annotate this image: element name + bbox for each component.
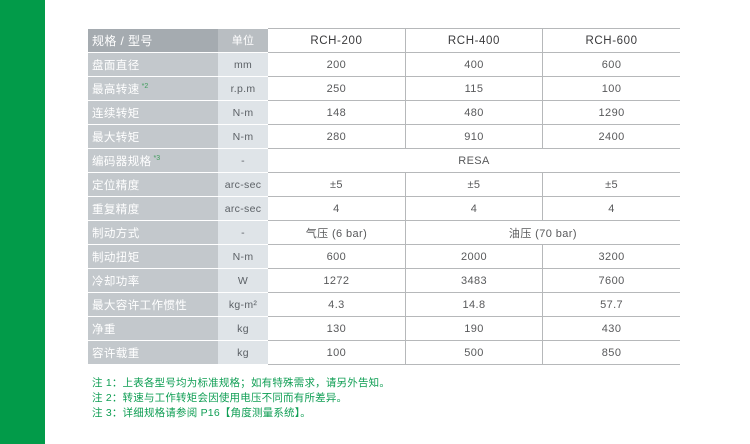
table-row: 最大容许工作惯性 kg-m² 4.3 14.8 57.7 [88,292,680,317]
row-label: 盘面直径 [88,52,219,77]
spec-table-container: 规格 / 型号 单位 RCH-200 RCH-400 RCH-600 盘面直径 m… [88,28,680,365]
table-row: 冷却功率 W 1272 3483 7600 [88,268,680,293]
row-unit: W [218,268,269,293]
table-body: 盘面直径 mm 200 400 600 最高转速 *2 r.p.m 250 115 100 连续转矩 N… [88,52,680,365]
row-unit: mm [218,52,269,77]
row-value: ±5 [404,172,543,197]
specification-table: 规格 / 型号 单位 RCH-200 RCH-400 RCH-600 盘面直径 m… [88,28,680,365]
row-label: 连续转矩 [88,100,219,125]
footnote-2: 注 2：转速与工作转矩会因使用电压不同而有所差异。 [92,392,348,404]
row-value: 600 [268,244,406,269]
row-unit: kg [218,316,269,341]
table-row: 重复精度 arc-sec 4 4 4 [88,196,680,221]
row-value: 57.7 [542,292,680,317]
row-unit: kg-m² [218,292,269,317]
header-model-rch600: RCH-600 [542,28,680,53]
row-label: 制动方式 [88,220,219,245]
row-value: 气压 (6 bar) [268,220,406,245]
row-unit: - [218,220,269,245]
table-row: 连续转矩 N-m 148 480 1290 [88,100,680,125]
row-label: 冷却功率 [88,268,219,293]
row-value: ±5 [268,172,406,197]
row-value: 430 [542,316,680,341]
row-value: 480 [404,100,543,125]
table-row: 净重 kg 130 190 430 [88,316,680,341]
row-value: 200 [268,52,406,77]
row-value: 910 [404,124,543,149]
row-unit: arc-sec [218,172,269,197]
row-label: 最大转矩 [88,124,219,149]
brand-green-sidebar [0,0,45,444]
row-unit: N-m [218,124,269,149]
row-value: 3483 [404,268,543,293]
row-value: 4.3 [268,292,406,317]
table-row: 盘面直径 mm 200 400 600 [88,52,680,77]
row-value: 600 [542,52,680,77]
row-value: 500 [404,340,543,365]
row-value: 148 [268,100,406,125]
row-value: 油压 (70 bar) [404,220,680,245]
row-value: 2400 [542,124,680,149]
table-row: 容许载重 kg 100 500 850 [88,340,680,365]
row-value: 4 [404,196,543,221]
row-value: 280 [268,124,406,149]
row-value: ±5 [542,172,680,197]
table-row: 最大转矩 N-m 280 910 2400 [88,124,680,149]
footnote-marker: *3 [153,154,161,162]
header-unit-cell: 单位 [218,28,269,53]
row-label: 编码器规格 *3 [88,148,219,173]
row-unit: - [218,148,269,173]
table-row: 最高转速 *2 r.p.m 250 115 100 [88,76,680,101]
table-row: 制动方式 - 气压 (6 bar) 油压 (70 bar) [88,220,680,245]
row-value: 3200 [542,244,680,269]
footnote-marker: *2 [141,82,149,90]
row-value: RESA [268,148,680,173]
row-value: 7600 [542,268,680,293]
table-row: 定位精度 arc-sec ±5 ±5 ±5 [88,172,680,197]
row-label: 净重 [88,316,219,341]
table-header-row: 规格 / 型号 单位 RCH-200 RCH-400 RCH-600 [88,28,680,53]
table-header: 规格 / 型号 单位 RCH-200 RCH-400 RCH-600 [88,28,680,53]
row-value: 115 [404,76,543,101]
row-unit: N-m [218,100,269,125]
row-unit: kg [218,340,269,365]
header-model-rch200: RCH-200 [268,28,406,53]
row-value: 400 [404,52,543,77]
row-unit: arc-sec [218,196,269,221]
row-unit: r.p.m [218,76,269,101]
row-value: 1290 [542,100,680,125]
row-label: 容许载重 [88,340,219,365]
row-label: 最大容许工作惯性 [88,292,219,317]
row-value: 4 [542,196,680,221]
row-value: 250 [268,76,406,101]
row-value: 850 [542,340,680,365]
row-unit: N-m [218,244,269,269]
table-row: 编码器规格 *3- RESA [88,148,680,173]
header-model-rch400: RCH-400 [404,28,543,53]
row-label: 重复精度 [88,196,219,221]
row-label: 最高转速 *2 [88,76,219,101]
row-value: 190 [404,316,543,341]
row-value: 2000 [404,244,543,269]
footnote-1: 注 1：上表各型号均为标准规格；如有特殊需求，请另外告知。 [92,377,391,389]
row-value: 100 [542,76,680,101]
header-label-cell: 规格 / 型号 [88,28,219,53]
footnotes: 注 1：上表各型号均为标准规格；如有特殊需求，请另外告知。 注 2：转速与工作转… [92,376,652,421]
row-value: 100 [268,340,406,365]
table-row: 制动扭矩 N-m 600 2000 3200 [88,244,680,269]
footnote-3: 注 3：详细规格请参阅 P16【角度测量系统】。 [92,407,311,419]
row-value: 130 [268,316,406,341]
row-value: 14.8 [404,292,543,317]
row-label: 制动扭矩 [88,244,219,269]
row-label: 定位精度 [88,172,219,197]
row-value: 1272 [268,268,406,293]
row-value: 4 [268,196,406,221]
